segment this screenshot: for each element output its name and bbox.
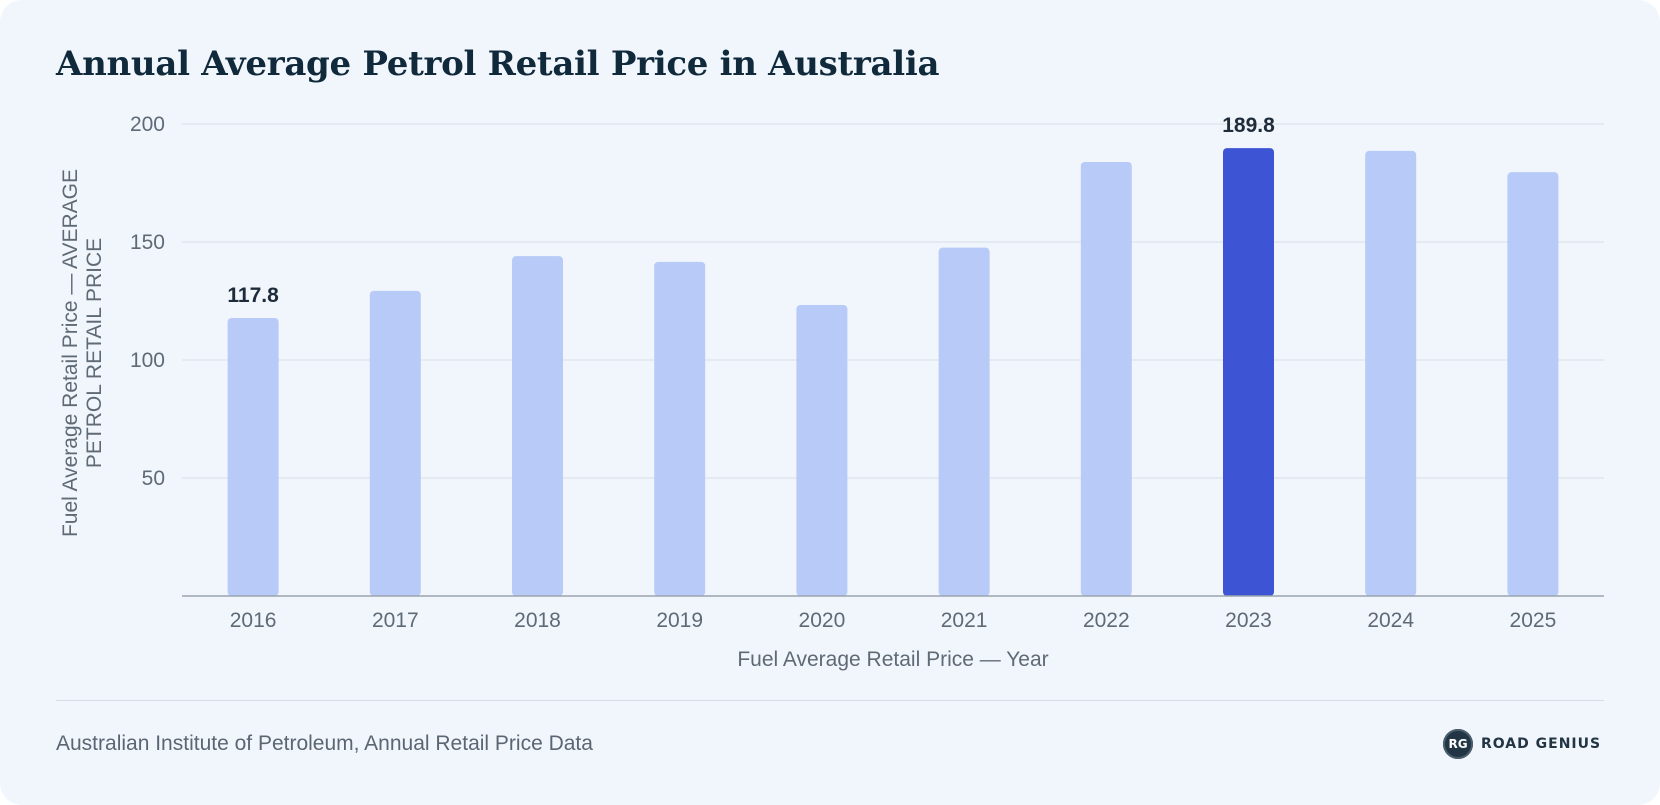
x-tick-label: 2020 bbox=[799, 609, 846, 632]
x-tick-label: 2024 bbox=[1367, 609, 1414, 632]
x-tick-label: 2021 bbox=[941, 609, 988, 632]
bar-2022 bbox=[1080, 161, 1132, 596]
bar-chart: 50 100 150 200 2016 117.8 2017 2018 2019 2020 2021… bbox=[59, 113, 1604, 671]
data-label: 117.8 bbox=[227, 284, 279, 307]
bar-2025 bbox=[1507, 172, 1559, 597]
chart-title: Annual Average Petrol Retail Price in Au… bbox=[56, 44, 940, 84]
bar-2018 bbox=[512, 256, 563, 596]
x-axis-label: Fuel Average Retail Price — Year bbox=[737, 648, 1048, 671]
brand-name: ROAD GENIUS bbox=[1481, 736, 1602, 752]
data-label: 189.8 bbox=[1222, 114, 1275, 137]
bar-2020 bbox=[796, 305, 848, 596]
bar-2017 bbox=[369, 290, 421, 596]
bar-2024 bbox=[1365, 150, 1417, 597]
bar-2023 bbox=[1223, 148, 1274, 596]
y-tick-label: 100 bbox=[130, 349, 165, 372]
road-genius-logo-icon: RG bbox=[1443, 729, 1473, 759]
footer-divider bbox=[56, 700, 1604, 701]
y-axis-label-line: PETROL RETAIL PRICE bbox=[83, 238, 106, 468]
y-tick-label: 200 bbox=[130, 113, 165, 136]
source-text: Australian Institute of Petroleum, Annua… bbox=[56, 732, 593, 755]
bar-2016 bbox=[227, 317, 279, 596]
y-tick-label: 50 bbox=[142, 467, 165, 490]
x-tick-label: 2018 bbox=[514, 609, 561, 632]
x-tick-label: 2017 bbox=[372, 609, 419, 632]
x-tick-label: 2019 bbox=[656, 609, 703, 632]
x-tick-label: 2025 bbox=[1510, 609, 1557, 632]
x-tick-label: 2023 bbox=[1225, 609, 1272, 632]
bar-2019 bbox=[654, 261, 706, 596]
bar-2021 bbox=[938, 247, 990, 596]
brand[interactable]: RG ROAD GENIUS bbox=[1443, 729, 1601, 759]
y-axis-label: Fuel Average Retail Price — AVERAGEPETRO… bbox=[59, 169, 106, 537]
y-tick-label: 150 bbox=[130, 231, 165, 254]
x-tick-label: 2022 bbox=[1083, 609, 1130, 632]
x-tick-label: 2016 bbox=[230, 609, 277, 632]
y-axis-label-line: Fuel Average Retail Price — AVERAGE bbox=[59, 169, 82, 537]
